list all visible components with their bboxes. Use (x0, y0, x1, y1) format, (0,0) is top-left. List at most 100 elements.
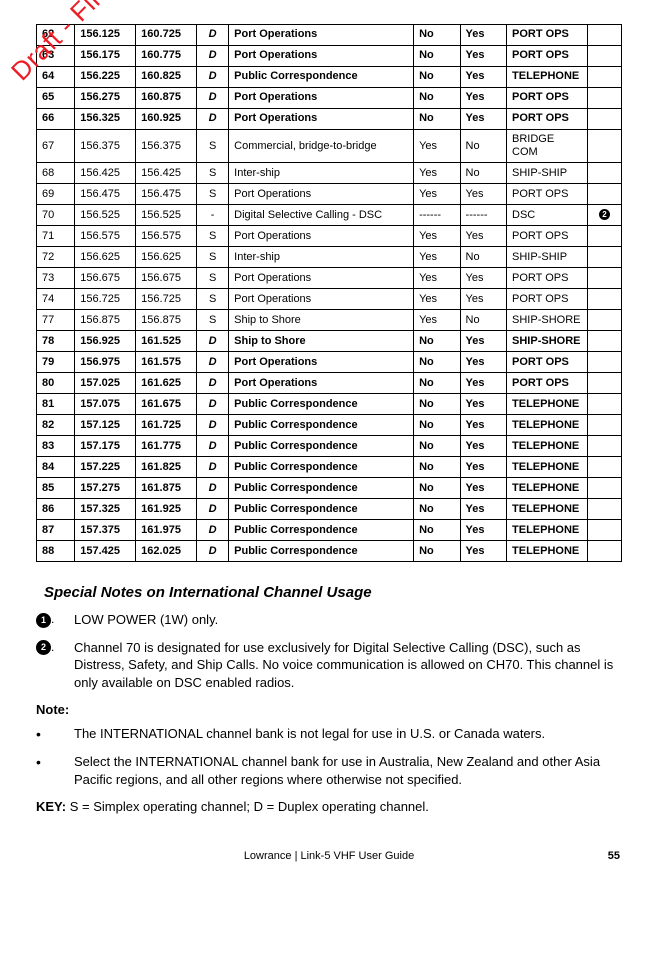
table-cell: Yes (414, 130, 460, 163)
table-cell: No (414, 88, 460, 109)
table-cell: 156.125 (75, 25, 136, 46)
table-cell: Yes (414, 184, 460, 205)
table-cell: No (414, 109, 460, 130)
table-cell: No (414, 415, 460, 436)
key-text: S = Simplex operating channel; D = Duple… (66, 799, 429, 814)
table-cell: No (414, 520, 460, 541)
table-cell: 156.475 (136, 184, 197, 205)
table-cell: 62 (37, 25, 75, 46)
table-cell: 156.175 (75, 46, 136, 67)
table-cell: Public Correspondence (229, 415, 414, 436)
table-cell: Yes (460, 268, 506, 289)
table-cell (587, 109, 621, 130)
table-cell: PORT OPS (507, 184, 588, 205)
table-cell: Yes (460, 415, 506, 436)
table-cell: 156.725 (136, 289, 197, 310)
table-cell: 156.675 (136, 268, 197, 289)
table-row: 88157.425162.025DPublic CorrespondenceNo… (37, 541, 622, 562)
table-cell: 161.825 (136, 457, 197, 478)
table-cell: 160.725 (136, 25, 197, 46)
table-cell: PORT OPS (507, 352, 588, 373)
table-cell: 85 (37, 478, 75, 499)
table-cell: No (414, 46, 460, 67)
table-cell: 2 (587, 205, 621, 226)
table-cell: 156.625 (75, 247, 136, 268)
table-cell: Port Operations (229, 109, 414, 130)
table-cell: Public Correspondence (229, 394, 414, 415)
table-cell: 156.525 (75, 205, 136, 226)
table-cell: Yes (460, 226, 506, 247)
table-cell: No (414, 394, 460, 415)
table-cell: 156.425 (136, 163, 197, 184)
table-cell: Port Operations (229, 373, 414, 394)
table-cell: 157.425 (75, 541, 136, 562)
table-cell: 157.125 (75, 415, 136, 436)
table-cell (587, 436, 621, 457)
table-cell: Ship to Shore (229, 331, 414, 352)
table-cell: Port Operations (229, 289, 414, 310)
table-cell: Yes (414, 226, 460, 247)
table-cell: TELEPHONE (507, 457, 588, 478)
table-cell: Public Correspondence (229, 499, 414, 520)
table-cell: Port Operations (229, 46, 414, 67)
table-cell: D (197, 478, 229, 499)
table-cell: PORT OPS (507, 88, 588, 109)
table-row: 72156.625156.625SInter-shipYesNoSHIP-SHI… (37, 247, 622, 268)
table-cell: S (197, 310, 229, 331)
table-cell: ------ (460, 205, 506, 226)
table-cell: 161.575 (136, 352, 197, 373)
table-row: 63156.175160.775DPort OperationsNoYesPOR… (37, 46, 622, 67)
note-marker-2: 2. (36, 639, 74, 692)
table-cell: TELEPHONE (507, 436, 588, 457)
footer-page-number: 55 (580, 850, 620, 862)
table-cell: 79 (37, 352, 75, 373)
table-cell: Yes (414, 310, 460, 331)
table-cell: 64 (37, 67, 75, 88)
table-cell: Port Operations (229, 352, 414, 373)
table-cell: No (414, 352, 460, 373)
table-cell: Public Correspondence (229, 457, 414, 478)
table-cell: D (197, 331, 229, 352)
table-cell: Port Operations (229, 268, 414, 289)
table-cell: Yes (460, 25, 506, 46)
table-cell: S (197, 163, 229, 184)
table-cell: 70 (37, 205, 75, 226)
table-cell: 83 (37, 436, 75, 457)
table-cell: 156.325 (75, 109, 136, 130)
table-cell: PORT OPS (507, 268, 588, 289)
table-cell: D (197, 499, 229, 520)
table-cell (587, 46, 621, 67)
table-cell: Public Correspondence (229, 67, 414, 88)
table-row: 85157.275161.875DPublic CorrespondenceNo… (37, 478, 622, 499)
table-cell: 87 (37, 520, 75, 541)
table-cell: 156.375 (75, 130, 136, 163)
table-cell: 161.775 (136, 436, 197, 457)
table-row: 71156.575156.575SPort OperationsYesYesPO… (37, 226, 622, 247)
key-label: KEY: (36, 799, 66, 814)
table-row: 65156.275160.875DPort OperationsNoYesPOR… (37, 88, 622, 109)
table-cell: 157.325 (75, 499, 136, 520)
table-cell: 156.725 (75, 289, 136, 310)
table-cell: DSC (507, 205, 588, 226)
table-cell: TELEPHONE (507, 541, 588, 562)
table-cell: 157.175 (75, 436, 136, 457)
table-cell (587, 163, 621, 184)
table-cell: 72 (37, 247, 75, 268)
table-cell (587, 478, 621, 499)
table-cell (587, 520, 621, 541)
table-cell: 68 (37, 163, 75, 184)
table-cell: Yes (414, 268, 460, 289)
table-cell: 161.725 (136, 415, 197, 436)
table-cell: Public Correspondence (229, 541, 414, 562)
table-cell: Public Correspondence (229, 478, 414, 499)
table-cell (587, 184, 621, 205)
table-row: 79156.975161.575DPort OperationsNoYesPOR… (37, 352, 622, 373)
note-label: Note: (36, 702, 622, 717)
table-cell: D (197, 541, 229, 562)
table-cell: S (197, 268, 229, 289)
table-cell: 156.225 (75, 67, 136, 88)
table-cell: 161.625 (136, 373, 197, 394)
table-row: 70156.525156.525-Digital Selective Calli… (37, 205, 622, 226)
table-cell: PORT OPS (507, 46, 588, 67)
table-cell: D (197, 520, 229, 541)
